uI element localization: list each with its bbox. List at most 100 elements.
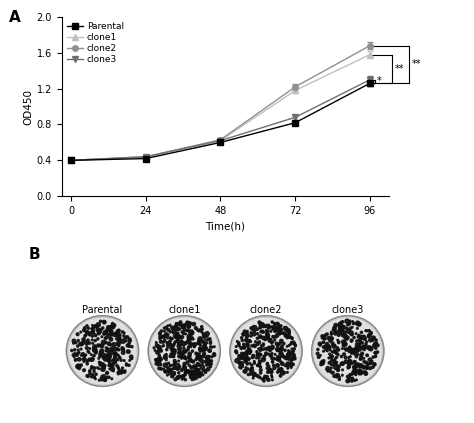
Point (180, 360, 188, 367)
Point (357, 368, 365, 375)
Point (174, 346, 182, 352)
Point (116, 367, 123, 374)
Ellipse shape (69, 319, 136, 384)
Point (254, 373, 262, 379)
Point (180, 349, 188, 356)
Point (201, 340, 209, 347)
Ellipse shape (151, 319, 218, 384)
Point (338, 372, 346, 379)
Point (184, 354, 192, 361)
Point (241, 356, 249, 363)
Point (128, 353, 135, 360)
Point (89, 327, 97, 334)
Point (107, 328, 115, 335)
Point (202, 336, 210, 343)
Point (173, 326, 181, 332)
Point (84, 373, 92, 379)
Point (171, 333, 178, 340)
Point (262, 323, 270, 330)
Point (168, 343, 176, 349)
Point (254, 362, 262, 369)
Point (364, 360, 371, 367)
Point (126, 357, 134, 364)
Point (166, 334, 174, 341)
Point (192, 365, 200, 372)
Point (72, 339, 80, 346)
Point (196, 357, 203, 363)
Point (266, 344, 273, 351)
Point (205, 347, 213, 354)
Point (155, 357, 162, 364)
Point (199, 364, 206, 371)
Point (328, 353, 335, 360)
Point (242, 368, 249, 374)
Point (328, 361, 335, 368)
Point (363, 338, 370, 345)
Point (172, 365, 179, 372)
Point (188, 370, 196, 377)
Point (336, 363, 343, 370)
Point (111, 358, 118, 365)
Point (241, 328, 248, 335)
Point (164, 372, 171, 379)
Point (264, 361, 271, 368)
Point (200, 333, 207, 340)
Point (280, 330, 288, 337)
Point (201, 367, 209, 374)
Point (199, 360, 206, 367)
Point (151, 347, 159, 354)
Point (163, 330, 171, 337)
Point (279, 360, 286, 367)
Point (345, 362, 353, 368)
Point (167, 366, 175, 373)
Point (248, 368, 255, 374)
Point (374, 342, 382, 349)
Point (190, 363, 198, 370)
Point (264, 331, 271, 338)
Point (261, 336, 269, 343)
Point (246, 346, 254, 352)
Point (348, 324, 356, 331)
Point (290, 361, 297, 368)
Point (105, 374, 113, 381)
Point (81, 325, 89, 332)
Point (362, 341, 370, 347)
Point (266, 336, 274, 343)
Point (350, 368, 358, 375)
Point (344, 328, 352, 335)
Point (345, 345, 353, 352)
Point (194, 370, 201, 377)
Point (345, 378, 353, 385)
Point (284, 362, 292, 369)
Point (97, 360, 105, 366)
Point (100, 364, 108, 371)
Point (172, 376, 179, 383)
Point (237, 365, 245, 371)
Point (121, 368, 128, 374)
Point (170, 347, 178, 354)
Point (183, 319, 191, 325)
Point (371, 361, 378, 368)
Point (356, 321, 363, 327)
Point (166, 322, 174, 329)
Point (250, 372, 258, 379)
Point (232, 343, 240, 350)
Point (160, 333, 167, 340)
Point (356, 363, 363, 370)
Point (124, 333, 131, 340)
Point (158, 327, 165, 334)
Point (197, 342, 204, 349)
Point (172, 323, 179, 330)
Point (261, 373, 269, 380)
Point (341, 334, 349, 341)
Point (246, 348, 254, 355)
Point (260, 329, 267, 336)
Point (254, 335, 261, 342)
Point (168, 352, 176, 359)
Point (237, 364, 244, 371)
Point (264, 351, 272, 357)
Point (276, 346, 284, 353)
Point (208, 361, 215, 368)
Point (257, 370, 264, 376)
Point (160, 339, 167, 346)
